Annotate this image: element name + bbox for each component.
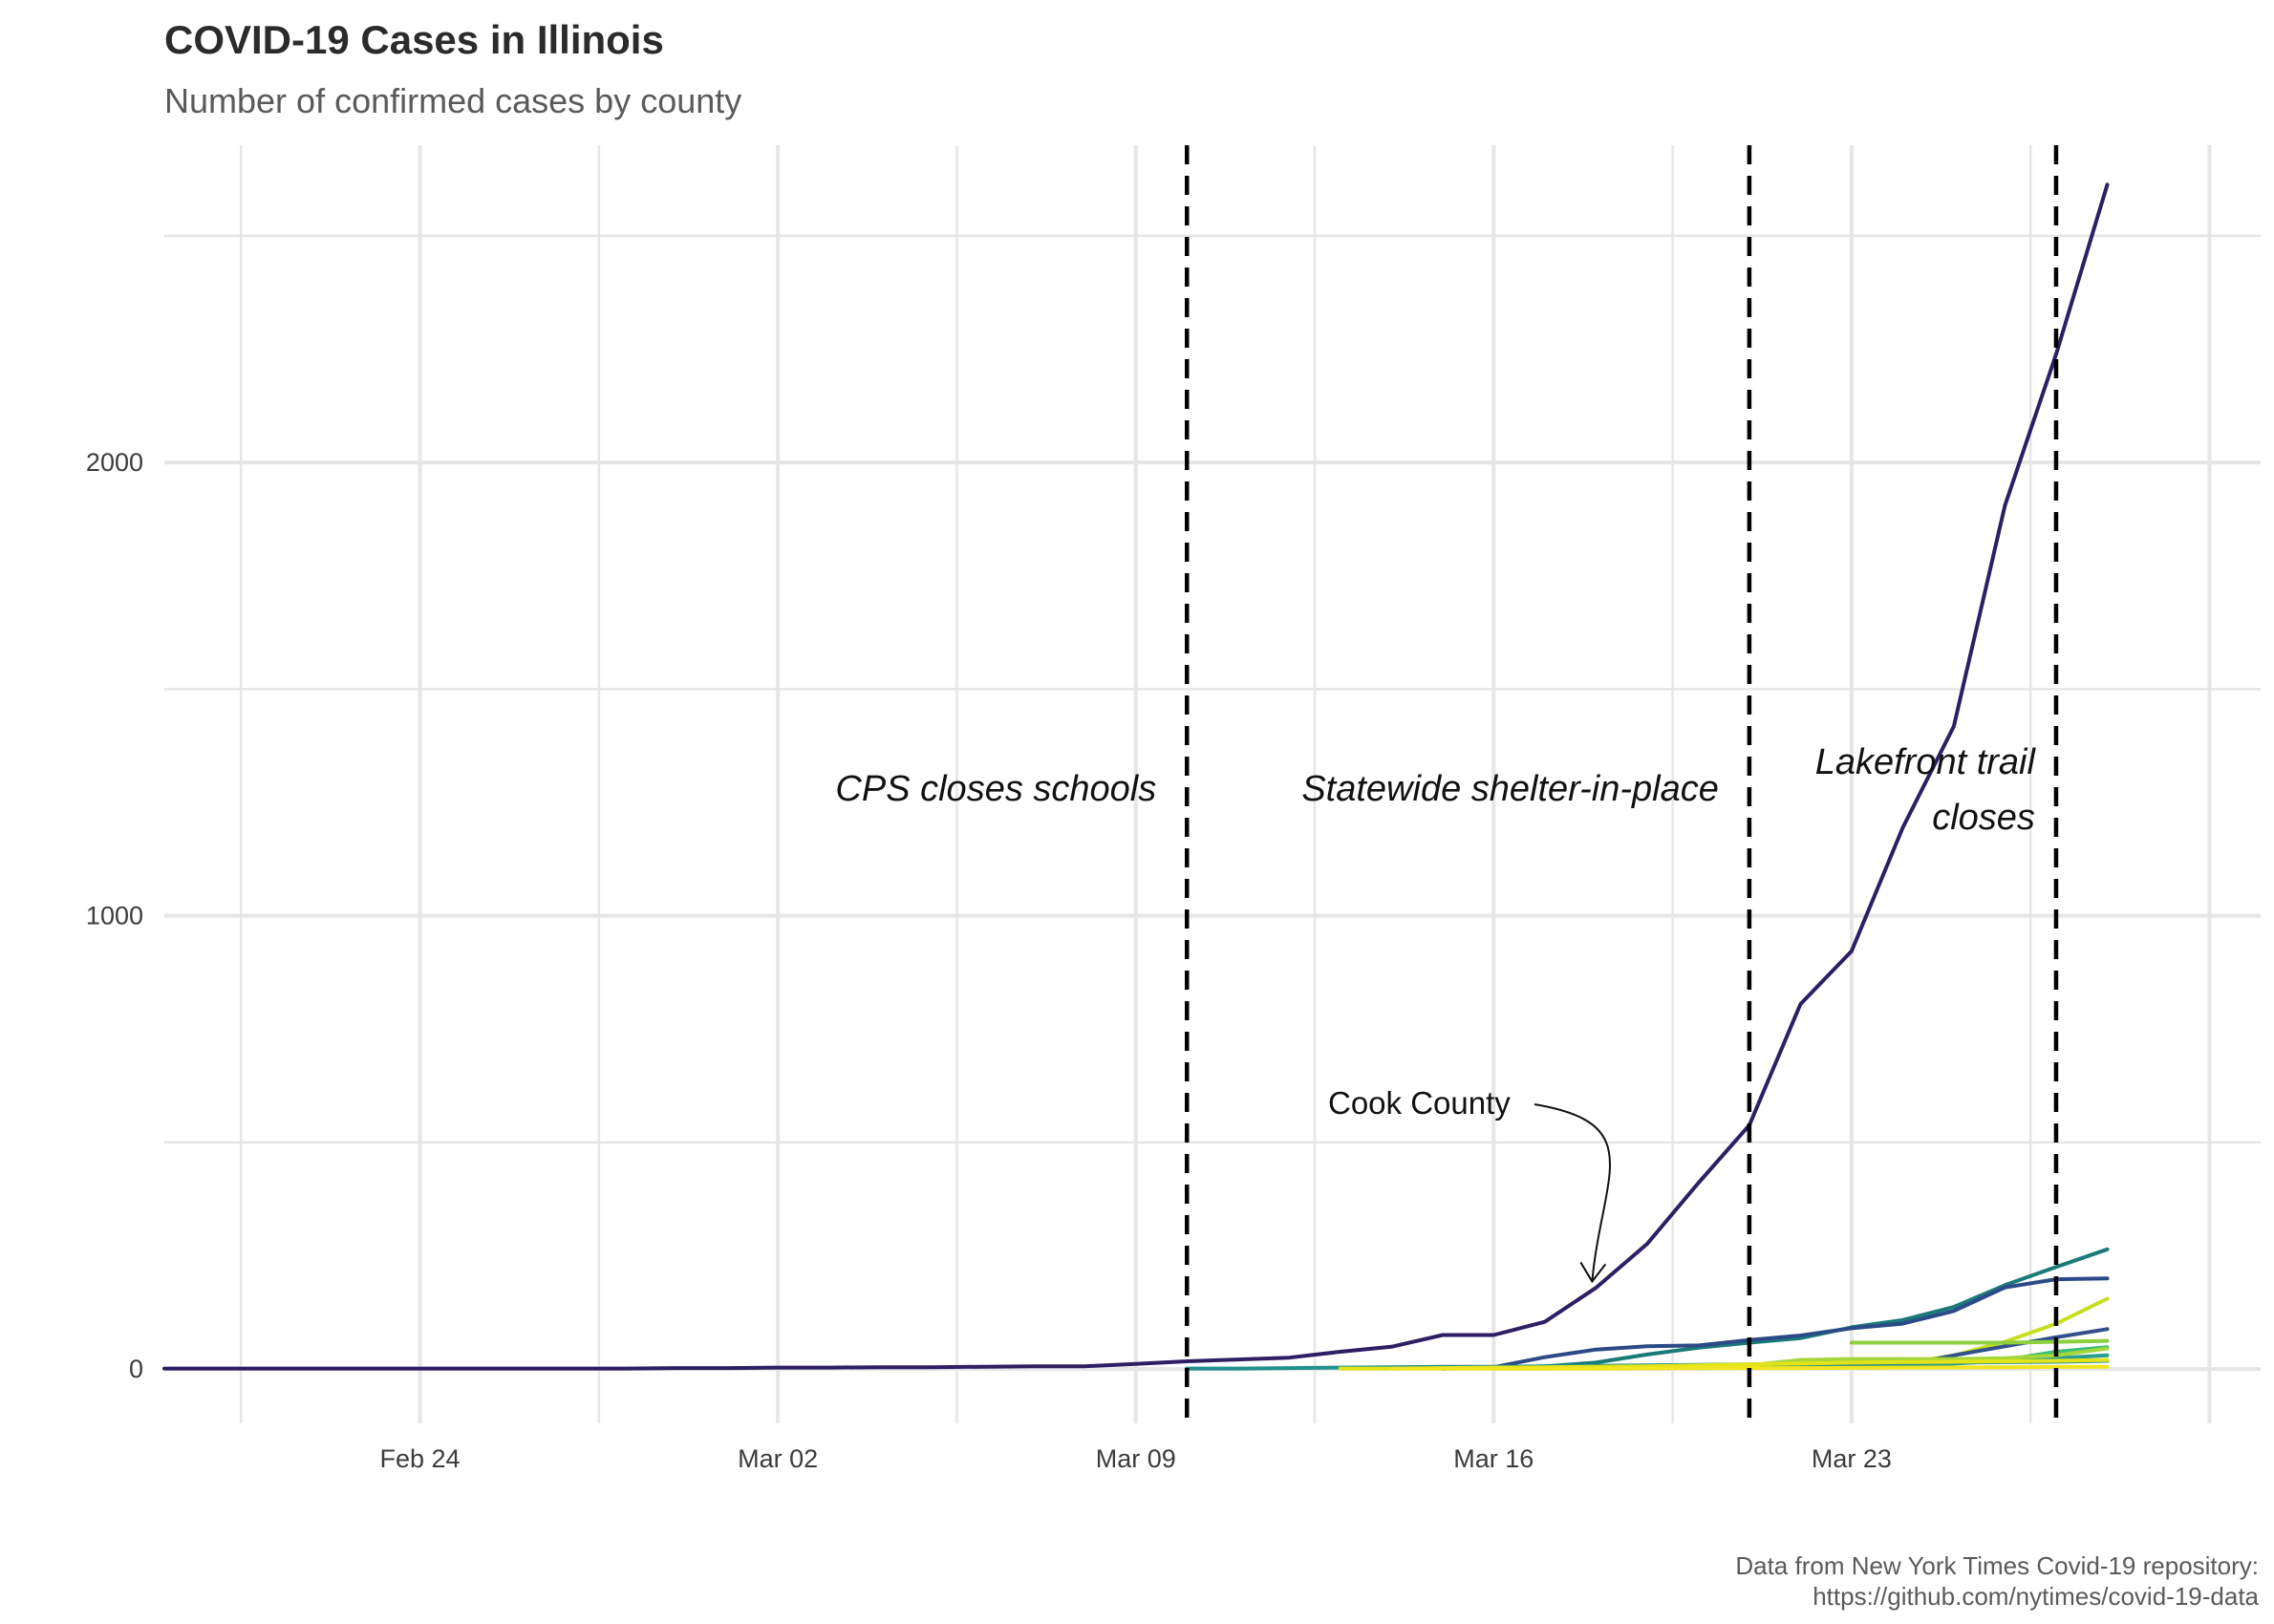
axis-ticks: 0 1000 2000 Feb 24 Mar 02 Mar 09 Mar 16 Mar 23 <box>86 448 1892 1473</box>
caption-line-1: Data from New York Times Covid-19 reposi… <box>1735 1551 2259 1580</box>
x-tick-label: Mar 16 <box>1453 1444 1534 1473</box>
x-tick-label: Feb 24 <box>380 1444 461 1473</box>
event-label: closes <box>1932 798 2035 838</box>
event-label: CPS closes schools <box>835 769 1156 809</box>
x-tick-label: Mar 02 <box>738 1444 818 1473</box>
event-label: Lakefront trail <box>1815 742 2037 782</box>
y-tick-label: 0 <box>129 1355 143 1383</box>
caption-line-2: https://github.com/nytimes/covid-19-data <box>1813 1582 2259 1611</box>
series-line-cook-county <box>162 182 2110 1371</box>
cook-county-arrow <box>1534 1103 1611 1282</box>
grid <box>164 145 2261 1423</box>
event-label: Statewide shelter-in-place <box>1301 769 1719 809</box>
event-lines: CPS closes schools Statewide shelter-in-p… <box>835 145 2059 1423</box>
x-tick-label: Mar 09 <box>1096 1444 1176 1473</box>
y-tick-label: 1000 <box>86 902 143 930</box>
chart-subtitle: Number of confirmed cases by county <box>164 81 741 120</box>
annotations: Cook County <box>1328 1085 1611 1284</box>
cook-county-label: Cook County <box>1328 1085 1511 1121</box>
chart-title: COVID-19 Cases in Illinois <box>164 17 664 62</box>
cook-county-arrowhead <box>1579 1261 1607 1284</box>
series-line <box>1849 1338 2110 1345</box>
x-tick-label: Mar 23 <box>1812 1444 1892 1473</box>
y-tick-label: 2000 <box>86 448 143 477</box>
series-line <box>1440 1276 2110 1371</box>
series-lines <box>162 182 2110 1371</box>
